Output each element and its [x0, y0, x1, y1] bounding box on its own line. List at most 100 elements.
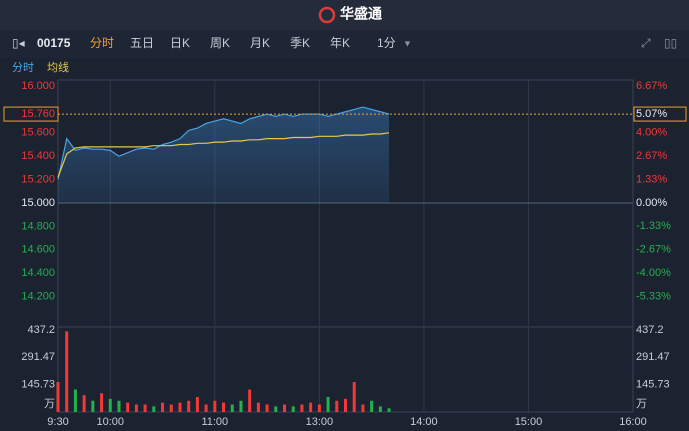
price-area	[58, 107, 390, 203]
current-change-box	[633, 106, 687, 122]
volume-bar	[283, 404, 287, 412]
volume-bar	[91, 400, 95, 412]
volume-bar	[178, 402, 182, 412]
x-tick-label: 14:00	[410, 416, 438, 428]
y2-tick-label: 0.00%	[636, 197, 667, 209]
tab[interactable]: 季K	[290, 36, 310, 50]
volume-bar	[143, 404, 147, 412]
y2-tick-label: -2.67%	[636, 244, 671, 256]
tab[interactable]: 五日	[130, 36, 154, 50]
volume-bar	[100, 393, 104, 412]
volume-bar	[300, 404, 304, 412]
y2-tick-label: 6.67%	[636, 80, 667, 92]
collapse-icon[interactable]: ▯◂	[12, 36, 25, 50]
volume-tick-label: 291.47	[21, 351, 55, 363]
tab[interactable]: 周K	[210, 36, 230, 50]
interval[interactable]: 1分	[377, 36, 396, 50]
y2-tick-label: 2.67%	[636, 150, 667, 162]
volume-bar	[352, 381, 356, 412]
tab[interactable]: 日K	[170, 36, 190, 50]
avg-line	[57, 132, 390, 178]
y2-tick-label: 1.33%	[636, 174, 667, 186]
volume-bar	[361, 404, 365, 412]
volume-bar	[248, 389, 252, 412]
volume-bar	[326, 396, 330, 412]
volume-bar	[169, 404, 173, 412]
volume-bar	[134, 404, 138, 412]
y-tick-label: 15.400	[21, 150, 55, 162]
volume-tick-label: 145.73	[636, 379, 670, 391]
y-tick-label: 15.200	[21, 174, 55, 186]
volume-tick-label: 437.2	[636, 324, 664, 336]
volume-bar	[370, 400, 374, 412]
current-price-box	[3, 106, 59, 122]
volume-bar	[222, 402, 226, 412]
volume-bar	[335, 400, 339, 412]
fullscreen-icon[interactable]: ⤢	[640, 36, 651, 50]
y-tick-label: 16.000	[21, 80, 55, 92]
x-tick-label: 15:00	[515, 416, 543, 428]
volume-bar	[265, 404, 269, 412]
volume-bar	[230, 404, 234, 412]
y-tick-label: 14.800	[21, 220, 55, 232]
x-tick-label: 16:00	[619, 416, 647, 428]
y-tick-label: 14.400	[21, 267, 55, 279]
x-tick-label: 13:00	[306, 416, 334, 428]
volume-bar	[126, 402, 130, 412]
volume-bar	[73, 389, 77, 412]
volume-bar	[239, 400, 243, 412]
volume-bar	[387, 408, 391, 412]
volume-bar	[117, 400, 121, 412]
y2-tick-label: -4.00%	[636, 267, 671, 279]
volume-bar	[108, 398, 112, 412]
volume-bar	[195, 396, 199, 412]
volume-bar	[65, 331, 69, 412]
x-tick-label: 11:00	[201, 416, 228, 428]
y-tick-label: 14.200	[21, 291, 55, 303]
volume-bar	[274, 406, 278, 412]
interval-caret[interactable]: ▼	[403, 38, 412, 48]
volume-bar	[309, 402, 313, 412]
brand: 华盛通	[340, 6, 382, 22]
volume-bar	[317, 404, 321, 412]
volume-bar	[213, 400, 217, 412]
brand-logo	[318, 6, 336, 24]
volume-bar	[161, 402, 165, 412]
plot	[56, 80, 633, 412]
volume-bar	[152, 406, 156, 412]
volume-bar	[378, 406, 382, 412]
toolbar	[0, 30, 689, 58]
volume-bar	[344, 398, 347, 412]
y2-tick-label: -5.33%	[636, 290, 671, 302]
volume-tick-label: 145.73	[21, 379, 55, 391]
tab[interactable]: 月K	[250, 36, 270, 50]
expand-icon[interactable]: ▯▯	[664, 36, 677, 50]
price-line	[57, 106, 390, 180]
legend-avg: 均线	[47, 60, 69, 74]
volume-bar	[256, 402, 260, 412]
y-tick-label: 15.600	[21, 127, 55, 139]
symbol: 00175	[37, 36, 71, 50]
volume-unit: 万	[636, 398, 647, 410]
volume-bar	[82, 395, 86, 412]
tab[interactable]: 年K	[330, 36, 350, 50]
x-tick-label: 10:00	[97, 416, 125, 428]
volume-bar	[291, 406, 295, 412]
current-price: 15.760	[21, 108, 55, 120]
header-bar	[0, 0, 689, 30]
volume-tick-label: 291.47	[636, 351, 670, 363]
tab[interactable]: 分时	[90, 36, 114, 50]
volume-tick-label: 437.2	[27, 324, 55, 336]
current-change: 5.07%	[636, 108, 667, 120]
volume-unit: 万	[44, 398, 55, 410]
y2-tick-label: 4.00%	[636, 127, 667, 139]
volume-bar	[56, 381, 60, 412]
x-tick-label: 9:30	[47, 416, 68, 428]
volume-bar	[187, 400, 191, 412]
volume-bar	[204, 404, 208, 412]
legend-price: 分时	[12, 61, 34, 74]
y2-tick-label: -1.33%	[636, 220, 671, 232]
y-tick-label: 14.600	[21, 244, 55, 256]
